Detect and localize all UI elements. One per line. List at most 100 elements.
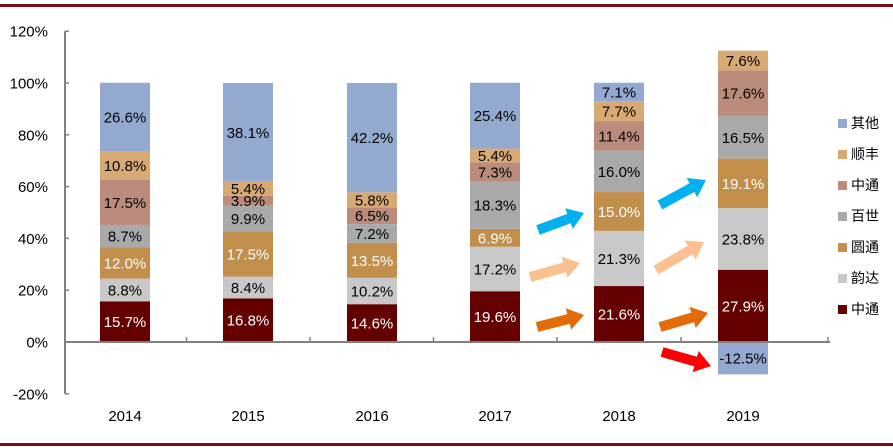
data-label: 8.4% [231,280,265,297]
x-tick-label: 2017 [478,408,511,425]
bars-layer [100,50,768,375]
bar-segment [718,158,768,209]
bar-segment [470,148,520,163]
data-label: 10.8% [104,158,147,175]
bar-segment [470,228,520,247]
legend-label: 中通 [851,302,879,318]
data-label: 7.2% [355,226,389,243]
bar-segment [100,278,150,302]
bar-segment [718,269,768,342]
y-tick-label: 60% [18,179,48,196]
bar-segment [594,121,644,151]
data-label: 6.9% [478,230,512,247]
data-label: 17.6% [722,86,765,103]
data-label: 10.2% [351,283,394,300]
bar-segment [223,276,273,299]
bar-segment [470,181,520,229]
bar-segment [594,150,644,193]
bar-segment [347,207,397,225]
legend-label: 韵达 [851,271,879,287]
legend-label: 顺丰 [851,147,879,163]
bar-segment [347,192,397,208]
legend-swatch [838,274,847,283]
data-label: 25.4% [474,108,517,125]
trend-arrow-icon [535,308,584,332]
bar-segment [470,82,520,149]
data-label: 19.1% [722,176,765,193]
data-label: 18.3% [474,198,517,215]
y-tick-label: 100% [10,76,48,93]
data-label: 42.2% [351,130,394,147]
data-label: 19.6% [474,309,517,326]
data-label: 5.4% [478,148,512,165]
data-label: 27.9% [722,298,765,315]
bar-segment [718,70,768,116]
data-label: 7.3% [478,164,512,181]
legend-swatch [838,150,847,159]
data-label: 17.5% [104,195,147,212]
bar-segment [223,195,273,206]
trend-arrow-icon [660,347,711,373]
y-tick-label: 120% [10,24,48,41]
legend-swatch [838,243,847,252]
legend-swatch [838,305,847,314]
legend-swatch [838,119,847,128]
top-rule [0,4,893,7]
data-label: 12.0% [104,256,147,273]
bar-segment [100,224,150,248]
bar-segment [100,151,150,180]
data-label: 13.5% [351,253,394,270]
legend-label: 中通 [851,178,879,194]
bar-segment [347,304,397,342]
data-label: 7.6% [726,53,760,70]
data-label: 6.5% [355,208,389,225]
data-labels-layer: 15.7% 8.8% 12.0% 8.7% 17.5% 10.8% 26.6% 16.8% 8.… [104,53,767,368]
annotation-arrows-layer [528,177,711,373]
data-label: 23.8% [722,231,765,248]
data-label: 17.2% [474,261,517,278]
bar-segment [718,50,768,71]
data-label: 5.4% [231,181,265,198]
legend-label: 其他 [851,116,879,132]
data-label: 38.1% [227,125,270,142]
x-tick-label: 2019 [726,408,759,425]
bar-segment [223,181,273,196]
bar-segment [718,342,768,375]
data-label: 15.0% [598,204,641,221]
bar-segment [100,301,150,342]
y-tick-label: 20% [18,283,48,300]
bar-segment [223,298,273,342]
trend-arrow-icon [536,208,584,235]
bar-segment [223,231,273,277]
bar-segment [100,82,150,152]
y-tick-label: 80% [18,127,48,144]
bar-segment [594,230,644,287]
bar-segment [718,115,768,159]
bottom-rule [0,443,893,446]
bar-segment [100,247,150,279]
data-label: 8.8% [108,282,142,299]
legend-label: 百世 [851,209,879,225]
data-label: 7.7% [602,104,636,121]
legend-label: 圆通 [851,240,879,256]
bar-segment [223,83,273,182]
bar-segment [470,291,520,342]
data-label: 15.7% [104,314,147,331]
trend-arrow-icon [657,177,706,210]
x-tick-label: 2016 [355,408,388,425]
trend-arrow-icon [653,240,704,275]
data-label: 17.5% [227,247,270,264]
data-label: 16.0% [598,164,641,181]
bar-segment [470,246,520,292]
bar-segment [347,242,397,278]
bar-segment [347,83,397,193]
bar-segment [718,208,768,270]
data-label: 9.9% [231,211,265,228]
trend-arrow-icon [528,256,580,282]
bar-segment [223,205,273,232]
axes-layer: -20% 0% 20% 40% 60% 80% 100% 120% 2014 2015 2016 20… [10,24,830,425]
bar-segment [100,179,150,225]
bar-segment [594,101,644,122]
